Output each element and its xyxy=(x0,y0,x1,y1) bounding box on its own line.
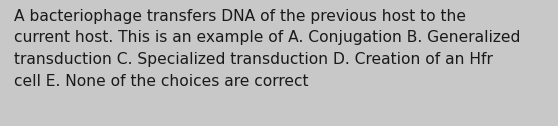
Text: A bacteriophage transfers DNA of the previous host to the
current host. This is : A bacteriophage transfers DNA of the pre… xyxy=(14,9,520,89)
